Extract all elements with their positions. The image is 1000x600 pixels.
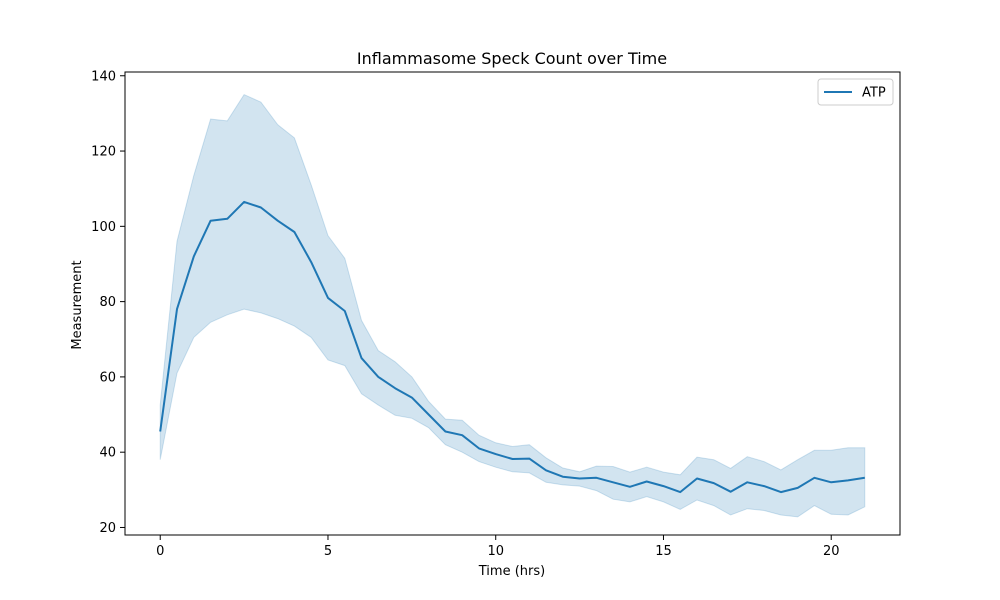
y-axis-label: Measurement bbox=[70, 260, 85, 349]
plot-area: 0 5 10 15 20 20 40 60 80 100 120 140 ATP bbox=[91, 69, 901, 559]
x-tick-label: 20 bbox=[823, 544, 840, 559]
x-tick-label: 5 bbox=[324, 544, 332, 559]
y-tick-label: 40 bbox=[99, 446, 116, 461]
confidence-band-0 bbox=[159, 93, 866, 518]
y-tick-label: 100 bbox=[91, 220, 116, 235]
y-tick-label: 60 bbox=[99, 370, 116, 385]
legend-box bbox=[817, 78, 894, 106]
chart-title: Inflammasome Speck Count over Time bbox=[357, 49, 667, 68]
x-axis-label: Time (hrs) bbox=[478, 564, 545, 579]
legend-label-0: ATP bbox=[862, 86, 886, 101]
y-tick-label: 80 bbox=[99, 295, 116, 310]
series-line-0 bbox=[159, 200, 865, 494]
y-tick-label: 120 bbox=[91, 145, 116, 160]
y-tick-label: 140 bbox=[91, 69, 116, 84]
x-tick-label: 15 bbox=[655, 544, 672, 559]
x-tick-label: 10 bbox=[487, 544, 504, 559]
x-tick-label: 0 bbox=[156, 544, 164, 559]
plot-frame bbox=[124, 71, 901, 536]
y-tick-label: 20 bbox=[99, 521, 116, 536]
